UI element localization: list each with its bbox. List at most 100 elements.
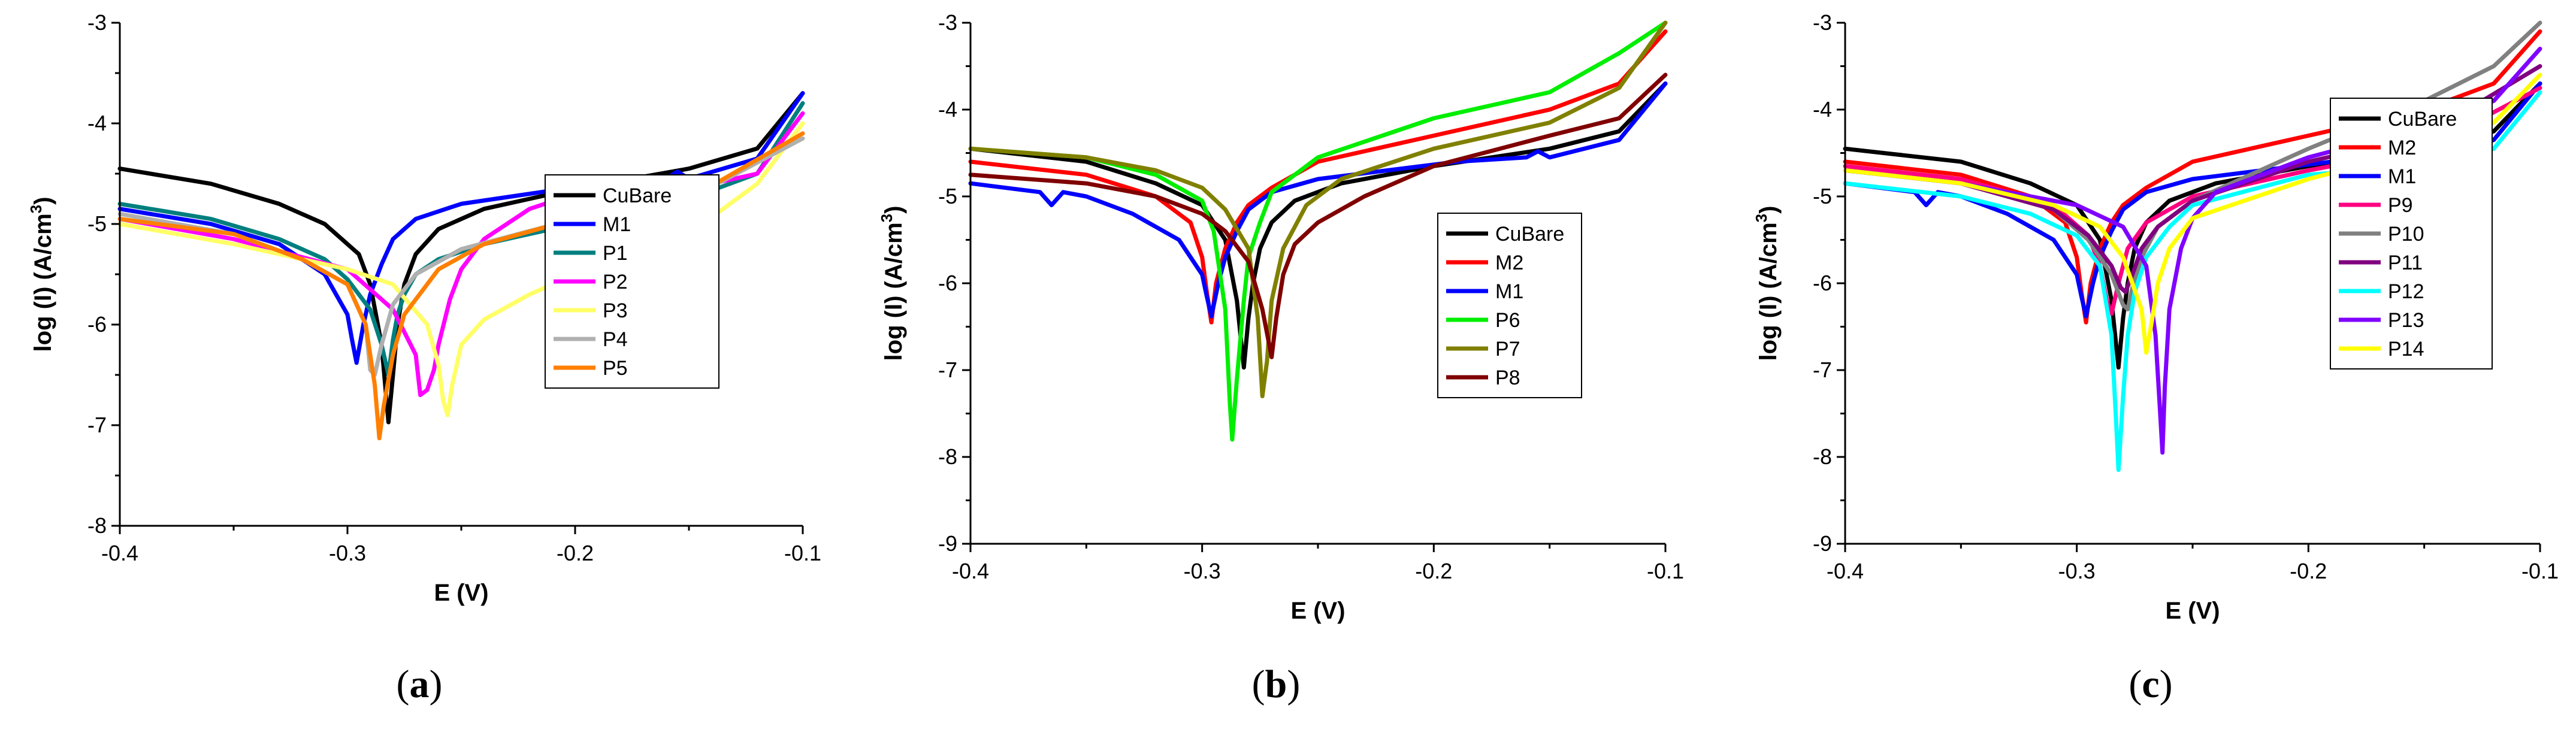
caption-c: (c): [1725, 662, 2576, 707]
series-line-p9: [1843, 86, 2542, 316]
y-axis-title-close: ): [881, 206, 907, 214]
legend-box: [1437, 213, 1582, 398]
caption-letter: b: [1265, 662, 1287, 706]
caption-a: (a): [0, 662, 839, 707]
y-tick-label: -7: [1813, 358, 1832, 382]
y-axis-title-close: ): [30, 197, 56, 205]
chart-c: -0.4 -0.3 -0.2 -0.1 -9 -8 -7 -6 -5 -4 -3 E (V) log (…: [1752, 10, 2559, 624]
y-axis-title-sup: 3: [1752, 214, 1770, 222]
series-line-m1: [117, 91, 805, 365]
y-tick-label: -8: [1813, 444, 1832, 469]
y-tick-label: -5: [87, 211, 107, 236]
y-tick-label: -6: [1813, 271, 1832, 295]
legend-label-p12: P12: [2388, 280, 2424, 303]
y-axis-title-main: log (I) (A/cm: [881, 222, 907, 361]
legend-label-cubare: CuBare: [603, 184, 672, 207]
y-axis-title: log (I) (A/cm3): [878, 206, 907, 361]
x-axis-title: E (V): [1290, 598, 1345, 624]
x-tick-label: -0.4: [101, 541, 138, 565]
legend-label-m1: M1: [2388, 165, 2416, 188]
x-tick-label: -0.2: [1415, 559, 1452, 583]
legend-label-p4: P4: [603, 328, 628, 351]
legend-label-p3: P3: [603, 299, 628, 322]
y-tick-label: -8: [938, 444, 957, 469]
panel-b: -0.4 -0.3 -0.2 -0.1 -9 -8 -7 -6 -5 -4 -3 E (V) log (…: [851, 0, 1701, 739]
x-tick-label: -0.1: [784, 541, 821, 565]
series-line-m2: [968, 29, 1668, 325]
legend-label-cubare: CuBare: [2388, 108, 2457, 131]
series-line-p6: [968, 20, 1668, 442]
series-line-p11: [1843, 64, 2542, 294]
x-tick-label: -0.2: [557, 541, 594, 565]
legend-label-m1: M1: [603, 213, 631, 236]
y-axis-title-main: log (I) (A/cm: [30, 213, 56, 352]
x-tick-label: -0.3: [329, 541, 366, 565]
caption-b: (b): [851, 662, 1701, 707]
chart-b: -0.4 -0.3 -0.2 -0.1 -9 -8 -7 -6 -5 -4 -3 E (V) log (…: [878, 10, 1684, 624]
caption-close: ): [1287, 662, 1301, 706]
panel-a: -0.4 -0.3 -0.2 -0.1 -8 -7 -6 -5 -4 -3 E (V) log (I)…: [0, 0, 839, 739]
legend-label-m2: M2: [1495, 252, 1523, 274]
series-group: [968, 20, 1668, 442]
legend-label-p13: P13: [2388, 309, 2424, 332]
x-axis-title: E (V): [434, 580, 488, 606]
y-tick-label: -3: [938, 10, 957, 35]
legend-label-p6: P6: [1495, 309, 1520, 332]
y-tick-label: -9: [938, 531, 957, 556]
x-tick-label: -0.3: [2058, 559, 2096, 583]
caption-letter: a: [409, 662, 430, 706]
caption-open: (: [2128, 662, 2142, 706]
y-tick-label: -4: [87, 111, 107, 135]
legend-label-p11: P11: [2388, 252, 2423, 274]
x-tick-label: -0.4: [952, 559, 989, 583]
series-line-p8: [968, 72, 1668, 359]
series-group: [117, 91, 805, 441]
legend: CuBare M1 P1 P2 P3 P4 P5: [545, 174, 719, 389]
y-axis-title-main: log (I) (A/cm: [1755, 222, 1782, 361]
y-axis-title-sup: 3: [878, 214, 896, 222]
y-tick-label: -9: [1813, 531, 1832, 556]
series-line-m1: [968, 81, 1668, 319]
y-tick-label: -4: [938, 97, 957, 122]
legend-label-p10: P10: [2388, 223, 2424, 246]
y-tick-label: -5: [938, 184, 957, 208]
legend-label-p2: P2: [603, 271, 628, 293]
x-tick-label: -0.1: [2521, 559, 2559, 583]
y-tick-label: -3: [87, 10, 107, 35]
legend-label-p7: P7: [1495, 338, 1520, 361]
y-axis-title: log (I) (A/cm3): [27, 197, 56, 352]
y-tick-label: -3: [1813, 10, 1832, 35]
legend: CuBare M2 M1 P6 P7 P8: [1437, 213, 1582, 398]
caption-letter: c: [2142, 662, 2160, 706]
x-tick-label: -0.3: [1184, 559, 1221, 583]
panel-c: -0.4 -0.3 -0.2 -0.1 -9 -8 -7 -6 -5 -4 -3 E (V) log (…: [1725, 0, 2576, 739]
legend-label-p5: P5: [603, 357, 628, 380]
legend: CuBare M2 M1 P9 P10 P11 P12 P13 P14: [2330, 98, 2493, 370]
chart-a: -0.4 -0.3 -0.2 -0.1 -8 -7 -6 -5 -4 -3 E (V) log (I)…: [27, 10, 821, 606]
x-tick-label: -0.2: [2290, 559, 2327, 583]
y-tick-label: -5: [1813, 184, 1832, 208]
series-line-p7: [968, 20, 1668, 398]
y-axis-title-sup: 3: [27, 205, 45, 213]
x-tick-label: -0.1: [1647, 559, 1684, 583]
legend-label-p14: P14: [2388, 338, 2424, 361]
caption-close: ): [2159, 662, 2173, 706]
legend-label-m1: M1: [1495, 280, 1523, 303]
y-tick-label: -6: [87, 312, 107, 337]
legend-label-p9: P9: [2388, 194, 2413, 217]
y-tick-label: -6: [938, 271, 957, 295]
x-tick-label: -0.4: [1827, 559, 1864, 583]
caption-open: (: [396, 662, 410, 706]
y-axis-title-close: ): [1755, 206, 1782, 214]
series-group: [1843, 20, 2542, 473]
caption-open: (: [1251, 662, 1265, 706]
x-axis-title: E (V): [2165, 598, 2220, 624]
legend-label-m2: M2: [2388, 137, 2416, 159]
legend-label-cubare: CuBare: [1495, 223, 1564, 246]
caption-close: ): [429, 662, 443, 706]
legend-label-p1: P1: [603, 242, 628, 265]
legend-label-p8: P8: [1495, 367, 1520, 389]
y-tick-label: -7: [87, 413, 107, 437]
y-axis-title: log (I) (A/cm3): [1752, 206, 1782, 361]
